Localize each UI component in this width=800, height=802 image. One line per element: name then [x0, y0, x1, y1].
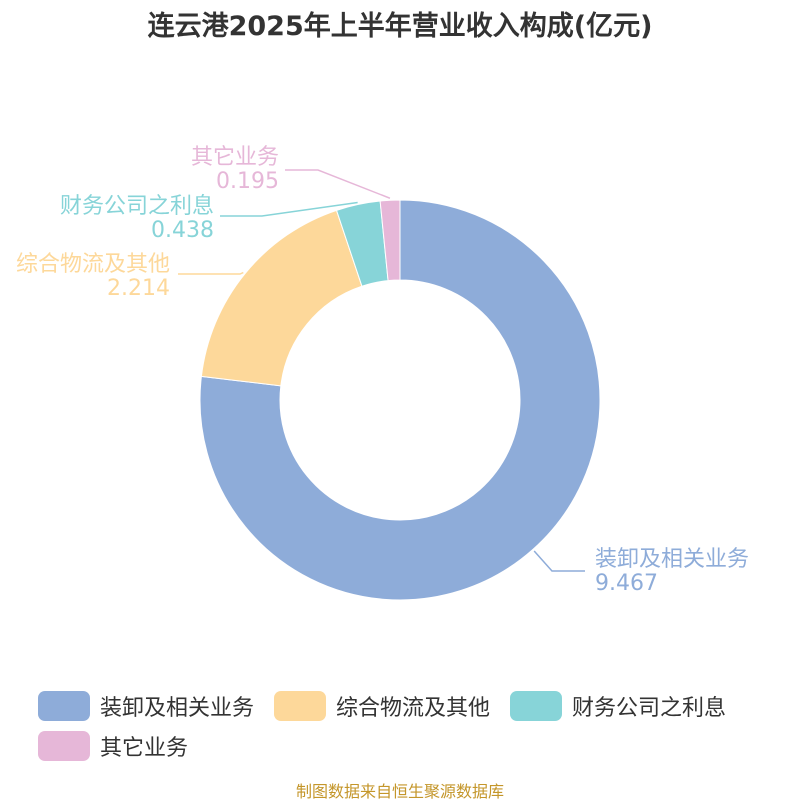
legend-swatch: [38, 691, 90, 721]
legend-swatch: [38, 731, 90, 761]
slice-other[interactable]: [379, 199, 401, 282]
chart-title: 连云港2025年上半年营业收入构成(亿元): [147, 11, 653, 42]
legend-label: 装卸及相关业务: [100, 696, 255, 721]
legend-swatch: [274, 691, 327, 721]
legend-label: 其它业务: [100, 736, 189, 761]
legend-item-finance-interest[interactable]: 财务公司之利息: [510, 686, 726, 726]
slice-label-other: 其它业务: [191, 145, 279, 170]
slice-value-logistics: 2.214: [107, 276, 170, 301]
legend: 装卸及相关业务 综合物流及其他 财务公司之利息 其它业务: [38, 686, 778, 766]
legend-item-logistics[interactable]: 综合物流及其他: [274, 686, 490, 726]
legend-item-other[interactable]: 其它业务: [38, 726, 188, 766]
slice-value-finance-interest: 0.438: [151, 218, 214, 243]
slice-loading[interactable]: [199, 199, 601, 601]
legend-item-loading[interactable]: 装卸及相关业务: [38, 686, 254, 726]
leader-line-other: [285, 169, 391, 199]
leader-line-loading: [533, 550, 585, 572]
slices-layer: [199, 199, 601, 601]
slice-label-loading: 装卸及相关业务: [595, 547, 749, 572]
legend-label: 综合物流及其他: [336, 696, 491, 721]
legend-swatch: [510, 691, 563, 721]
slice-value-loading: 9.467: [595, 571, 658, 596]
leader-line-logistics: [178, 271, 244, 275]
leader-line-finance-interest: [220, 201, 358, 217]
legend-label: 财务公司之利息: [572, 696, 727, 721]
source-note: 制图数据来自恒生聚源数据库: [295, 782, 504, 801]
slice-logistics[interactable]: [200, 209, 363, 387]
slice-label-logistics: 综合物流及其他: [16, 252, 170, 277]
slice-value-other: 0.195: [216, 169, 279, 194]
slice-label-finance-interest: 财务公司之利息: [60, 194, 214, 219]
